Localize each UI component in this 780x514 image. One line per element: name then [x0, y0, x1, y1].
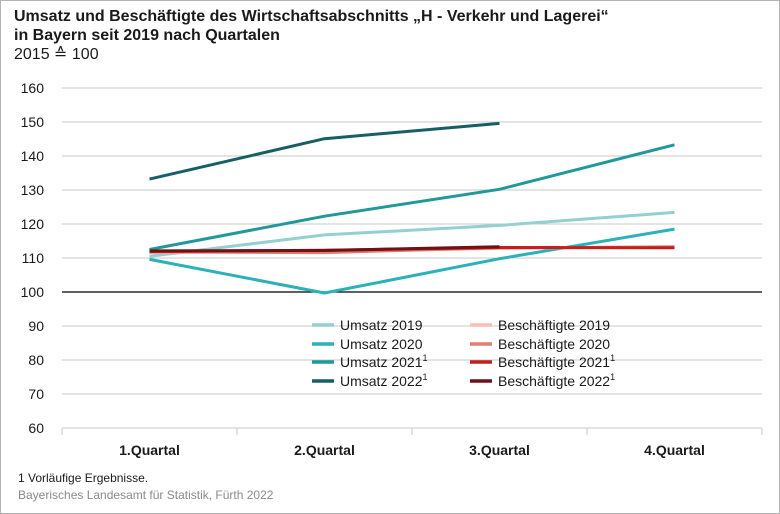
legend-label-text: Umsatz 2019	[340, 317, 423, 333]
legend-label-text: Beschäftigte 2019	[498, 317, 610, 333]
footnote: 1 Vorläufige Ergebnisse.	[18, 471, 149, 485]
y-tick-label: 120	[21, 216, 45, 232]
source-note: Bayerisches Landesamt für Statistik, Für…	[18, 488, 274, 502]
y-tick-label: 110	[22, 250, 45, 266]
legend-label-superscript: 1	[422, 353, 427, 363]
y-tick-label: 80	[28, 352, 44, 368]
legend-label: Umsatz 20211	[340, 353, 428, 370]
title-line-3: 2015 ≙ 100	[14, 46, 99, 63]
series-line	[149, 245, 500, 253]
series-line	[149, 121, 500, 181]
x-tick-label: 3.Quartal	[469, 442, 530, 458]
legend-label: Beschäftigte 20211	[498, 353, 615, 370]
y-tick-label: 150	[21, 114, 45, 130]
legend-label: Beschäftigte 2020	[498, 336, 610, 352]
y-tick-label: 160	[21, 80, 45, 96]
y-tick-label: 70	[28, 386, 44, 402]
legend-label-text: Umsatz 2021	[340, 354, 423, 370]
x-tick-label: 1.Quartal	[119, 442, 180, 458]
y-tick-label: 140	[21, 148, 45, 164]
legend-label: Beschäftigte 20221	[498, 372, 615, 389]
series-line	[149, 210, 675, 258]
legend-label-superscript: 1	[610, 372, 615, 382]
x-axis: 1.Quartal 2.Quartal 3.Quartal 4.Quartal	[61, 428, 763, 458]
legend-label: Umsatz 20221	[340, 372, 428, 389]
y-tick-label: 130	[21, 182, 45, 198]
legend-label: Umsatz 2020	[340, 336, 423, 352]
chart-title: Umsatz und Beschäftigte des Wirtschaftsa…	[14, 7, 609, 64]
title-line-1: Umsatz und Beschäftigte des Wirtschaftsa…	[14, 8, 609, 25]
x-tick-label: 4.Quartal	[644, 442, 705, 458]
legend-label-superscript: 1	[610, 353, 615, 363]
title-line-2: in Bayern seit 2019 nach Quartalen	[14, 27, 280, 44]
legend-label-text: Umsatz 2022	[340, 373, 423, 389]
legend-label-text: Beschäftigte 2022	[498, 373, 610, 389]
legend-label: Umsatz 2019	[340, 317, 423, 333]
series-line	[149, 227, 675, 295]
x-tick-label: 2.Quartal	[294, 442, 355, 458]
legend-label: Beschäftigte 2019	[498, 317, 610, 333]
legend-label-text: Umsatz 2020	[340, 336, 423, 352]
series-lines	[149, 121, 675, 295]
y-tick-label: 60	[28, 420, 44, 436]
y-tick-label: 90	[28, 318, 44, 334]
y-tick-label: 100	[21, 284, 45, 300]
legend-label-superscript: 1	[422, 372, 427, 382]
y-axis-ticks: 60 70 80 90 100 110 120 130 140 150 160	[21, 80, 45, 436]
legend-label-text: Beschäftigte 2020	[498, 336, 610, 352]
series-line	[149, 143, 675, 251]
legend-label-text: Beschäftigte 2021	[498, 354, 610, 370]
gridlines	[62, 87, 762, 429]
